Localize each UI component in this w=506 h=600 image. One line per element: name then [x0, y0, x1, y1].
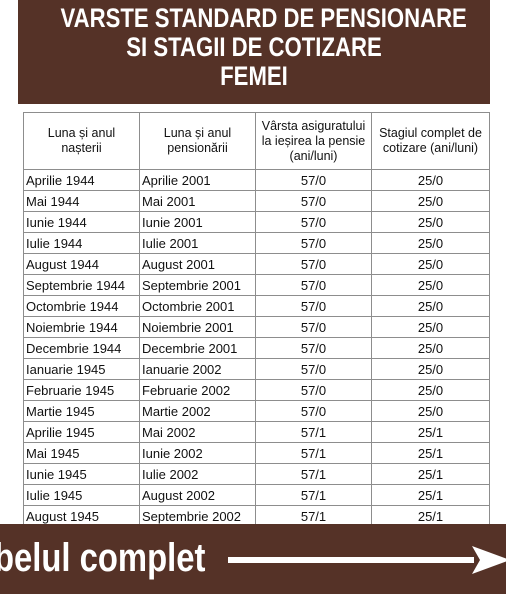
cell-retirement: Octombrie 2001 — [139, 295, 256, 317]
cell-contribution: 25/0 — [371, 190, 490, 212]
cell-age: 57/1 — [255, 484, 372, 506]
cell-retirement: Noiembrie 2001 — [139, 316, 256, 338]
cell-retirement: Ianuarie 2002 — [139, 358, 256, 380]
cell-age: 57/1 — [255, 463, 372, 485]
cell-age: 57/0 — [255, 358, 372, 380]
cell-age: 57/0 — [255, 211, 372, 233]
cell-birth: Septembrie 1944 — [23, 274, 140, 296]
full-table-banner[interactable]: belul complet — [0, 524, 506, 594]
cell-contribution: 25/0 — [371, 379, 490, 401]
table-row: Aprilie 1945 Mai 2002 57/1 25/1 — [23, 421, 490, 443]
cell-retirement: Iunie 2001 — [139, 211, 256, 233]
table-row: Februarie 1945 Februarie 2002 57/0 25/0 — [23, 379, 490, 401]
cell-age: 57/0 — [255, 316, 372, 338]
cell-birth: Martie 1945 — [23, 400, 140, 422]
right-arrow-icon — [228, 546, 506, 574]
cell-retirement: Aprilie 2001 — [139, 169, 256, 191]
table-body: Aprilie 1944 Aprilie 2001 57/0 25/0 Mai 1944… — [23, 169, 490, 527]
table-row: Iulie 1944 Iulie 2001 57/0 25/0 — [23, 232, 490, 254]
cell-contribution: 25/0 — [371, 232, 490, 254]
cell-contribution: 25/1 — [371, 484, 490, 506]
table-row: Martie 1945 Martie 2002 57/0 25/0 — [23, 400, 490, 422]
cell-age: 57/1 — [255, 421, 372, 443]
table-row: Octombrie 1944 Octombrie 2001 57/0 25/0 — [23, 295, 490, 317]
cell-contribution: 25/1 — [371, 463, 490, 485]
cell-birth: August 1944 — [23, 253, 140, 275]
cell-birth: Mai 1944 — [23, 190, 140, 212]
table-row: August 1944 August 2001 57/0 25/0 — [23, 253, 490, 275]
bottom-strip — [0, 594, 506, 600]
cell-age: 57/0 — [255, 379, 372, 401]
column-header-age: Vârsta asiguratului la ieșirea la pensie… — [255, 112, 372, 170]
cell-contribution: 25/0 — [371, 337, 490, 359]
cell-contribution: 25/0 — [371, 358, 490, 380]
cell-age: 57/0 — [255, 190, 372, 212]
cell-contribution: 25/0 — [371, 400, 490, 422]
table-row: Iunie 1945 Iulie 2002 57/1 25/1 — [23, 463, 490, 485]
cell-retirement: August 2001 — [139, 253, 256, 275]
table-row: Noiembrie 1944 Noiembrie 2001 57/0 25/0 — [23, 316, 490, 338]
cell-birth: Iulie 1944 — [23, 232, 140, 254]
cell-age: 57/0 — [255, 169, 372, 191]
cell-retirement: Februarie 2002 — [139, 379, 256, 401]
cell-retirement: Martie 2002 — [139, 400, 256, 422]
cell-age: 57/0 — [255, 400, 372, 422]
pension-table-container: Luna și anul nașterii Luna și anul pensi… — [23, 112, 490, 527]
cell-retirement: Iulie 2001 — [139, 232, 256, 254]
cell-retirement: Iulie 2002 — [139, 463, 256, 485]
cell-age: 57/1 — [255, 442, 372, 464]
cell-birth: Iunie 1944 — [23, 211, 140, 233]
table-row: Mai 1944 Mai 2001 57/0 25/0 — [23, 190, 490, 212]
cell-age: 57/0 — [255, 337, 372, 359]
cell-age: 57/0 — [255, 253, 372, 275]
title-line-2: SI STAGII DE COTIZARE — [126, 32, 382, 62]
table-row: Aprilie 1944 Aprilie 2001 57/0 25/0 — [23, 169, 490, 191]
cell-retirement: Mai 2002 — [139, 421, 256, 443]
title-line-3: FEMEI — [220, 61, 288, 91]
cell-birth: Iunie 1945 — [23, 463, 140, 485]
column-header-birth: Luna și anul nașterii — [23, 112, 140, 170]
table-row: Iulie 1945 August 2002 57/1 25/1 — [23, 484, 490, 506]
column-header-contribution: Stagiul complet de cotizare (ani/luni) — [371, 112, 490, 170]
cell-retirement: Iunie 2002 — [139, 442, 256, 464]
table-row: Iunie 1944 Iunie 2001 57/0 25/0 — [23, 211, 490, 233]
cell-retirement: Mai 2001 — [139, 190, 256, 212]
column-header-retirement: Luna și anul pensionării — [139, 112, 256, 170]
cell-birth: Aprilie 1944 — [23, 169, 140, 191]
cell-age: 57/0 — [255, 295, 372, 317]
title-header: VARSTE STANDARD DE PENSIONARE SI STAGII … — [18, 0, 490, 104]
cell-contribution: 25/1 — [371, 421, 490, 443]
cell-birth: Iulie 1945 — [23, 484, 140, 506]
cell-contribution: 25/0 — [371, 274, 490, 296]
cell-birth: Mai 1945 — [23, 442, 140, 464]
table-row: Ianuarie 1945 Ianuarie 2002 57/0 25/0 — [23, 358, 490, 380]
cell-contribution: 25/0 — [371, 169, 490, 191]
pension-table: Luna și anul nașterii Luna și anul pensi… — [23, 112, 490, 527]
table-row: Septembrie 1944 Septembrie 2001 57/0 25/0 — [23, 274, 490, 296]
cell-birth: Noiembrie 1944 — [23, 316, 140, 338]
cell-birth: Februarie 1945 — [23, 379, 140, 401]
cell-contribution: 25/0 — [371, 316, 490, 338]
table-row: Mai 1945 Iunie 2002 57/1 25/1 — [23, 442, 490, 464]
banner-label: belul complet — [0, 536, 206, 580]
cell-retirement: Decembrie 2001 — [139, 337, 256, 359]
cell-age: 57/0 — [255, 232, 372, 254]
cell-retirement: Septembrie 2001 — [139, 274, 256, 296]
table-row: Decembrie 1944 Decembrie 2001 57/0 25/0 — [23, 337, 490, 359]
cell-birth: Ianuarie 1945 — [23, 358, 140, 380]
cell-contribution: 25/0 — [371, 211, 490, 233]
title-line-1: VARSTE STANDARD DE PENSIONARE — [60, 3, 467, 33]
cell-contribution: 25/0 — [371, 295, 490, 317]
table-header-row: Luna și anul nașterii Luna și anul pensi… — [23, 112, 490, 170]
cell-birth: Decembrie 1944 — [23, 337, 140, 359]
cell-contribution: 25/1 — [371, 442, 490, 464]
cell-age: 57/0 — [255, 274, 372, 296]
cell-retirement: August 2002 — [139, 484, 256, 506]
cell-birth: Aprilie 1945 — [23, 421, 140, 443]
cell-birth: Octombrie 1944 — [23, 295, 140, 317]
cell-contribution: 25/0 — [371, 253, 490, 275]
